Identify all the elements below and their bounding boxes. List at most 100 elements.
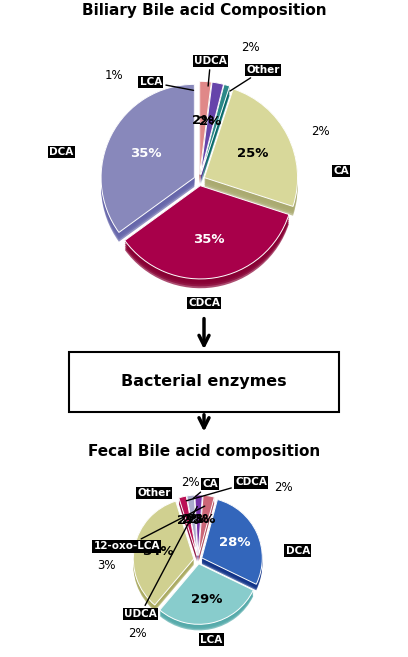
Wedge shape — [200, 82, 224, 175]
Text: 2%: 2% — [241, 41, 260, 55]
Wedge shape — [179, 499, 197, 558]
Wedge shape — [101, 94, 194, 242]
Wedge shape — [160, 568, 253, 628]
Wedge shape — [199, 500, 214, 560]
Wedge shape — [179, 502, 197, 562]
Wedge shape — [201, 85, 230, 175]
Text: 2%: 2% — [182, 513, 204, 526]
Wedge shape — [195, 496, 202, 556]
Wedge shape — [200, 85, 211, 178]
Text: 2%: 2% — [311, 125, 330, 138]
Text: CDCA: CDCA — [188, 298, 220, 308]
Wedge shape — [204, 91, 297, 208]
Wedge shape — [200, 83, 211, 177]
Text: Bacterial enzymes: Bacterial enzymes — [121, 374, 287, 390]
Wedge shape — [125, 193, 289, 286]
Text: 29%: 29% — [191, 593, 222, 606]
Wedge shape — [200, 87, 211, 180]
Wedge shape — [202, 505, 262, 589]
Wedge shape — [179, 501, 197, 560]
Text: 1%: 1% — [104, 69, 123, 82]
Wedge shape — [200, 91, 224, 184]
Wedge shape — [125, 191, 289, 284]
Wedge shape — [187, 500, 197, 560]
Wedge shape — [201, 90, 230, 181]
Wedge shape — [200, 89, 211, 182]
Wedge shape — [133, 503, 194, 606]
Text: 3%: 3% — [97, 559, 115, 572]
Text: 2%: 2% — [275, 481, 293, 493]
Wedge shape — [160, 569, 253, 629]
Wedge shape — [133, 507, 194, 611]
Wedge shape — [160, 564, 253, 624]
Text: 28%: 28% — [219, 536, 251, 549]
Wedge shape — [133, 501, 194, 605]
Wedge shape — [201, 85, 230, 175]
Wedge shape — [195, 501, 202, 562]
Wedge shape — [200, 86, 224, 179]
Text: LCA: LCA — [200, 635, 222, 645]
Text: CDCA: CDCA — [186, 477, 267, 501]
Wedge shape — [200, 82, 224, 175]
Wedge shape — [195, 497, 202, 558]
Wedge shape — [187, 501, 197, 562]
Wedge shape — [201, 94, 230, 184]
Wedge shape — [204, 93, 297, 210]
Wedge shape — [125, 186, 289, 279]
Wedge shape — [200, 84, 224, 177]
Wedge shape — [179, 496, 197, 556]
Wedge shape — [201, 86, 230, 177]
Text: Other: Other — [230, 65, 279, 91]
Text: 2%: 2% — [182, 476, 200, 489]
Wedge shape — [179, 500, 197, 559]
Text: Fecal Bile acid composition: Fecal Bile acid composition — [88, 444, 320, 459]
Wedge shape — [200, 88, 224, 180]
Wedge shape — [200, 81, 211, 175]
Wedge shape — [201, 88, 230, 179]
Text: Other: Other — [138, 488, 171, 498]
Wedge shape — [133, 503, 194, 608]
Wedge shape — [200, 81, 211, 175]
Wedge shape — [199, 495, 214, 556]
Text: 3%: 3% — [193, 513, 216, 526]
Wedge shape — [204, 99, 297, 215]
Text: DCA: DCA — [49, 147, 73, 157]
Text: CA: CA — [193, 479, 218, 499]
Text: UDCA: UDCA — [194, 56, 227, 86]
Wedge shape — [187, 497, 197, 558]
Wedge shape — [202, 506, 262, 590]
Text: 34%: 34% — [142, 545, 174, 558]
Wedge shape — [204, 95, 297, 212]
Text: 25%: 25% — [237, 147, 268, 160]
Text: 35%: 35% — [193, 233, 224, 246]
Wedge shape — [202, 502, 262, 587]
Wedge shape — [179, 496, 197, 556]
Text: UDCA: UDCA — [124, 507, 197, 619]
Text: 12-oxo-LCA: 12-oxo-LCA — [93, 506, 205, 551]
Wedge shape — [202, 499, 262, 584]
Wedge shape — [133, 505, 194, 608]
Wedge shape — [204, 97, 297, 214]
Text: DCA: DCA — [286, 545, 310, 556]
Wedge shape — [125, 195, 289, 288]
Wedge shape — [101, 90, 194, 238]
FancyBboxPatch shape — [69, 352, 339, 412]
Text: LCA: LCA — [140, 78, 193, 90]
Text: 2%: 2% — [200, 115, 222, 128]
Wedge shape — [125, 186, 289, 279]
Wedge shape — [202, 501, 262, 585]
Wedge shape — [160, 564, 253, 624]
Wedge shape — [179, 497, 197, 556]
Wedge shape — [101, 88, 194, 236]
Wedge shape — [200, 89, 224, 182]
Wedge shape — [101, 84, 194, 233]
Wedge shape — [199, 501, 214, 562]
Wedge shape — [160, 570, 253, 630]
Wedge shape — [195, 499, 202, 559]
Wedge shape — [204, 89, 297, 206]
Text: 35%: 35% — [131, 147, 162, 160]
Text: 2%: 2% — [187, 512, 209, 526]
Wedge shape — [202, 499, 262, 584]
Text: 2%: 2% — [128, 627, 147, 640]
Wedge shape — [199, 497, 214, 556]
